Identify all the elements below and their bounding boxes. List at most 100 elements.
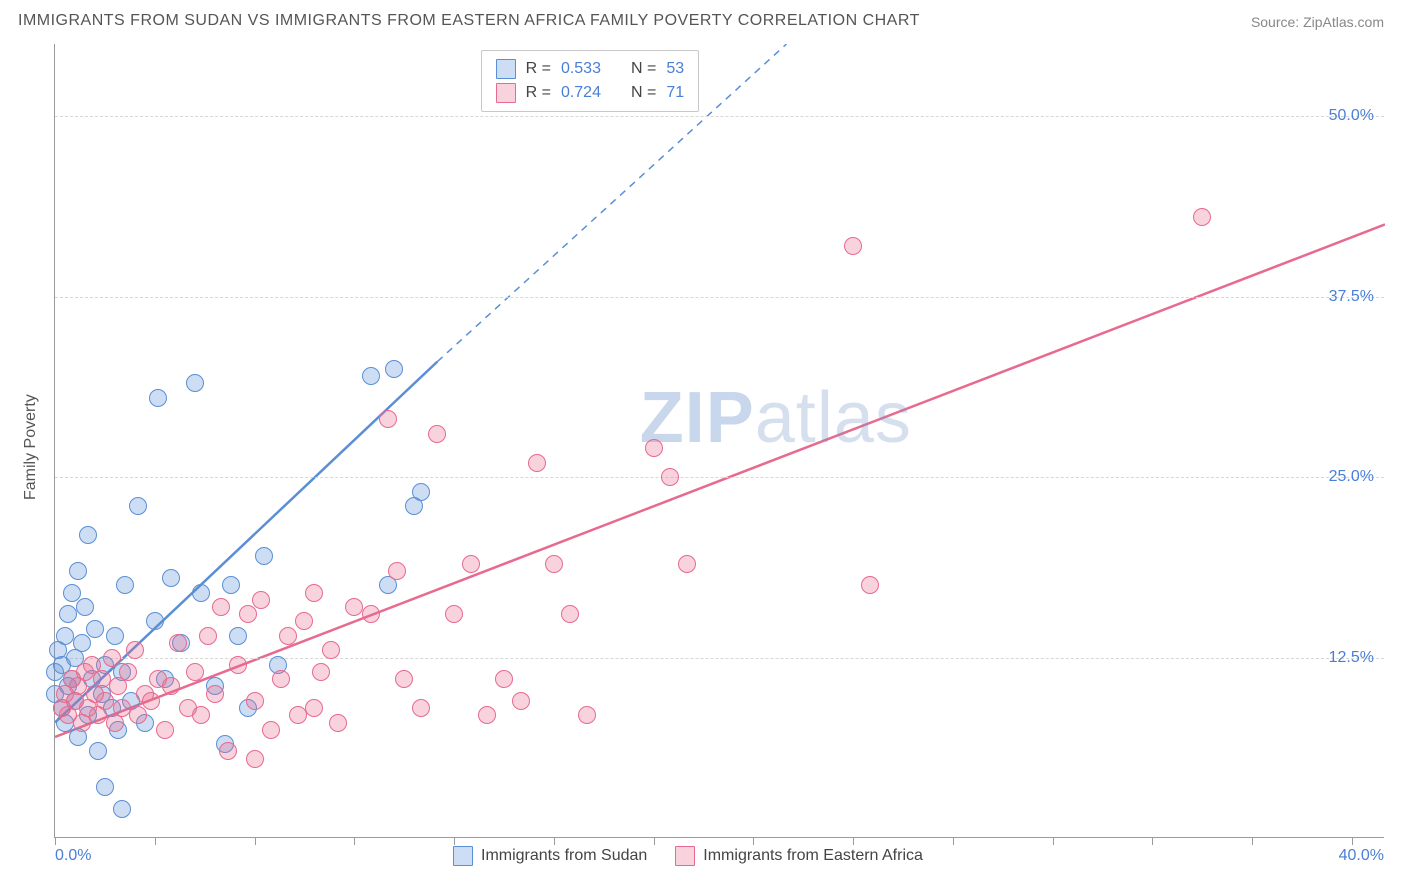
scatter-point-eastern_africa	[192, 706, 210, 724]
x-tick	[454, 837, 455, 845]
scatter-point-eastern_africa	[395, 670, 413, 688]
scatter-point-eastern_africa	[561, 605, 579, 623]
x-tick	[853, 837, 854, 845]
y-tick-label: 50.0%	[1329, 107, 1374, 125]
gridline	[55, 658, 1384, 659]
scatter-point-eastern_africa	[428, 425, 446, 443]
stat-n-value: 53	[666, 57, 684, 81]
stat-r-value: 0.533	[561, 57, 601, 81]
scatter-point-eastern_africa	[142, 692, 160, 710]
scatter-point-sudan	[96, 778, 114, 796]
swatch-icon	[453, 846, 473, 866]
scatter-point-eastern_africa	[305, 699, 323, 717]
scatter-point-eastern_africa	[126, 641, 144, 659]
scatter-point-sudan	[79, 526, 97, 544]
x-tick	[255, 837, 256, 845]
scatter-point-sudan	[385, 360, 403, 378]
scatter-point-eastern_africa	[96, 692, 114, 710]
y-axis-label: Family Poverty	[22, 394, 40, 500]
gridline	[55, 116, 1384, 117]
scatter-point-eastern_africa	[162, 677, 180, 695]
scatter-point-eastern_africa	[412, 699, 430, 717]
scatter-point-sudan	[63, 584, 81, 602]
x-tick	[55, 837, 56, 845]
scatter-point-eastern_africa	[295, 612, 313, 630]
scatter-point-eastern_africa	[272, 670, 290, 688]
scatter-point-eastern_africa	[678, 555, 696, 573]
scatter-point-sudan	[186, 374, 204, 392]
x-tick	[953, 837, 954, 845]
stat-r-label: R =	[526, 81, 551, 105]
scatter-point-sudan	[76, 598, 94, 616]
scatter-point-sudan	[86, 620, 104, 638]
source-label: Source: ZipAtlas.com	[1251, 14, 1384, 30]
scatter-point-eastern_africa	[229, 656, 247, 674]
stat-r-label: R =	[526, 57, 551, 81]
stat-n-label: N =	[631, 57, 656, 81]
scatter-point-sudan	[222, 576, 240, 594]
scatter-point-sudan	[56, 627, 74, 645]
stat-r-value: 0.724	[561, 81, 601, 105]
scatter-point-eastern_africa	[305, 584, 323, 602]
series-legend: Immigrants from Sudan Immigrants from Eas…	[453, 846, 923, 866]
scatter-point-eastern_africa	[206, 685, 224, 703]
swatch-icon	[675, 846, 695, 866]
scatter-point-sudan	[192, 584, 210, 602]
y-tick-label: 12.5%	[1329, 649, 1374, 667]
scatter-point-eastern_africa	[119, 663, 137, 681]
scatter-point-eastern_africa	[212, 598, 230, 616]
legend-item-eastern_africa: Immigrants from Eastern Africa	[675, 846, 923, 866]
scatter-point-eastern_africa	[103, 649, 121, 667]
scatter-point-eastern_africa	[312, 663, 330, 681]
stat-legend-box: R =0.533N =53R =0.724N =71	[481, 50, 700, 112]
scatter-point-sudan	[149, 389, 167, 407]
scatter-point-sudan	[412, 483, 430, 501]
scatter-point-sudan	[162, 569, 180, 587]
trend-line-eastern_africa	[55, 224, 1385, 736]
x-tick	[1252, 837, 1253, 845]
scatter-point-eastern_africa	[379, 410, 397, 428]
scatter-point-sudan	[73, 634, 91, 652]
scatter-point-sudan	[255, 547, 273, 565]
scatter-point-sudan	[113, 800, 131, 818]
legend-item-sudan: Immigrants from Sudan	[453, 846, 647, 866]
watermark: ZIPatlas	[640, 377, 912, 459]
scatter-point-eastern_africa	[322, 641, 340, 659]
watermark-rest: atlas	[755, 378, 912, 458]
y-tick-label: 37.5%	[1329, 288, 1374, 306]
scatter-point-eastern_africa	[199, 627, 217, 645]
scatter-point-sudan	[116, 576, 134, 594]
scatter-point-eastern_africa	[156, 721, 174, 739]
stat-row-eastern_africa: R =0.724N =71	[496, 81, 685, 105]
scatter-point-eastern_africa	[528, 454, 546, 472]
x-tick-label-last: 40.0%	[1339, 847, 1384, 865]
scatter-point-eastern_africa	[861, 576, 879, 594]
scatter-point-eastern_africa	[279, 627, 297, 645]
scatter-point-eastern_africa	[1193, 208, 1211, 226]
scatter-point-eastern_africa	[262, 721, 280, 739]
x-tick	[1352, 837, 1353, 845]
scatter-point-sudan	[89, 742, 107, 760]
stat-n-label: N =	[631, 81, 656, 105]
scatter-point-eastern_africa	[329, 714, 347, 732]
swatch-icon	[496, 59, 516, 79]
scatter-point-eastern_africa	[289, 706, 307, 724]
scatter-point-sudan	[129, 497, 147, 515]
scatter-point-eastern_africa	[512, 692, 530, 710]
legend-label: Immigrants from Sudan	[481, 847, 647, 865]
scatter-point-eastern_africa	[388, 562, 406, 580]
scatter-point-eastern_africa	[362, 605, 380, 623]
swatch-icon	[496, 83, 516, 103]
x-tick	[354, 837, 355, 845]
scatter-point-eastern_africa	[169, 634, 187, 652]
scatter-point-eastern_africa	[462, 555, 480, 573]
y-tick-label: 25.0%	[1329, 468, 1374, 486]
scatter-point-eastern_africa	[186, 663, 204, 681]
x-tick	[1152, 837, 1153, 845]
gridline	[55, 477, 1384, 478]
trend-lines-svg	[55, 44, 1385, 838]
scatter-point-sudan	[229, 627, 247, 645]
scatter-point-sudan	[59, 605, 77, 623]
scatter-point-eastern_africa	[545, 555, 563, 573]
x-tick	[155, 837, 156, 845]
